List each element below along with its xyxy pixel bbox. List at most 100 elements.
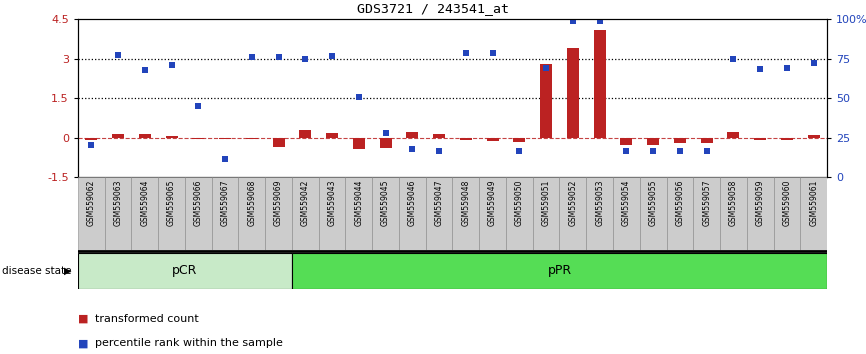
Bar <box>406 132 418 138</box>
Bar <box>158 177 185 250</box>
Bar <box>754 138 766 140</box>
Text: GSM559048: GSM559048 <box>462 179 470 225</box>
Point <box>780 65 794 71</box>
Bar <box>506 177 533 250</box>
Point <box>753 66 767 72</box>
Point <box>807 60 821 65</box>
Bar <box>185 177 211 250</box>
Point <box>513 148 527 154</box>
Text: GSM559064: GSM559064 <box>140 179 149 226</box>
Bar <box>346 177 372 250</box>
Text: GSM559055: GSM559055 <box>649 179 657 226</box>
Bar <box>640 177 667 250</box>
Text: GSM559066: GSM559066 <box>194 179 203 226</box>
Bar <box>479 177 506 250</box>
Text: GSM559069: GSM559069 <box>275 179 283 226</box>
Bar <box>781 138 793 140</box>
Bar <box>559 177 586 250</box>
Bar <box>746 177 773 250</box>
Text: GSM559061: GSM559061 <box>809 179 818 225</box>
Point <box>165 62 178 68</box>
Bar <box>379 138 391 148</box>
Bar <box>78 253 292 289</box>
Bar <box>139 135 151 138</box>
Bar <box>487 138 499 141</box>
Text: GSM559058: GSM559058 <box>729 179 738 225</box>
Text: GSM559047: GSM559047 <box>435 179 443 226</box>
Bar <box>800 177 827 250</box>
Text: GSM559056: GSM559056 <box>675 179 684 226</box>
Text: GSM559042: GSM559042 <box>301 179 310 225</box>
Point <box>378 130 392 136</box>
Text: GSM559065: GSM559065 <box>167 179 176 226</box>
Bar <box>613 177 640 250</box>
Text: percentile rank within the sample: percentile rank within the sample <box>88 338 283 348</box>
Point <box>191 103 205 109</box>
Point <box>592 18 606 24</box>
Bar <box>326 133 338 138</box>
Bar <box>460 138 472 140</box>
Bar <box>192 138 204 139</box>
Text: GSM559043: GSM559043 <box>327 179 337 226</box>
Point <box>700 148 714 154</box>
Bar <box>773 177 800 250</box>
Point <box>459 50 473 56</box>
Text: GSM559045: GSM559045 <box>381 179 390 226</box>
Bar <box>300 130 312 138</box>
Text: GSM559050: GSM559050 <box>515 179 524 226</box>
Bar <box>78 177 105 250</box>
Point <box>405 147 419 152</box>
Text: GSM559044: GSM559044 <box>354 179 364 226</box>
Text: GSM559051: GSM559051 <box>541 179 551 225</box>
Bar <box>273 138 285 147</box>
Point <box>486 50 500 56</box>
Text: GSM559063: GSM559063 <box>113 179 123 226</box>
Text: GSM559053: GSM559053 <box>595 179 604 226</box>
Bar <box>567 48 578 138</box>
Bar <box>452 177 479 250</box>
Text: GSM559046: GSM559046 <box>408 179 417 226</box>
Bar <box>727 132 740 138</box>
Bar <box>593 30 605 138</box>
Bar <box>211 177 238 250</box>
Bar <box>433 135 445 138</box>
Point <box>111 52 125 58</box>
Bar <box>319 177 346 250</box>
Bar <box>238 177 265 250</box>
Bar <box>620 138 632 145</box>
Bar <box>292 177 319 250</box>
Bar <box>540 64 553 138</box>
Bar <box>219 138 231 139</box>
Text: ■: ■ <box>78 338 88 348</box>
Point <box>619 148 633 154</box>
Text: GSM559067: GSM559067 <box>221 179 229 226</box>
Bar <box>132 177 158 250</box>
Point <box>727 56 740 62</box>
Text: ■: ■ <box>78 314 88 324</box>
Text: disease state: disease state <box>2 266 71 276</box>
Text: transformed count: transformed count <box>88 314 199 324</box>
Bar <box>586 177 613 250</box>
Text: GSM559049: GSM559049 <box>488 179 497 226</box>
Point <box>299 57 313 62</box>
Text: GSM559068: GSM559068 <box>248 179 256 225</box>
Bar <box>399 177 426 250</box>
Point <box>432 148 446 154</box>
Point <box>84 143 98 148</box>
Bar <box>667 177 694 250</box>
Bar <box>165 136 178 138</box>
Point <box>325 53 339 59</box>
Bar <box>112 135 124 138</box>
Bar <box>85 138 97 140</box>
Point <box>646 148 660 154</box>
Point <box>352 94 365 100</box>
Point <box>218 156 232 162</box>
Point <box>272 54 286 59</box>
Text: GSM559052: GSM559052 <box>568 179 578 225</box>
Text: pPR: pPR <box>547 264 572 277</box>
Bar <box>674 138 686 143</box>
Bar <box>292 253 827 289</box>
Bar <box>701 138 713 143</box>
Text: GDS3721 / 243541_at: GDS3721 / 243541_at <box>357 2 509 15</box>
Bar <box>647 138 659 145</box>
